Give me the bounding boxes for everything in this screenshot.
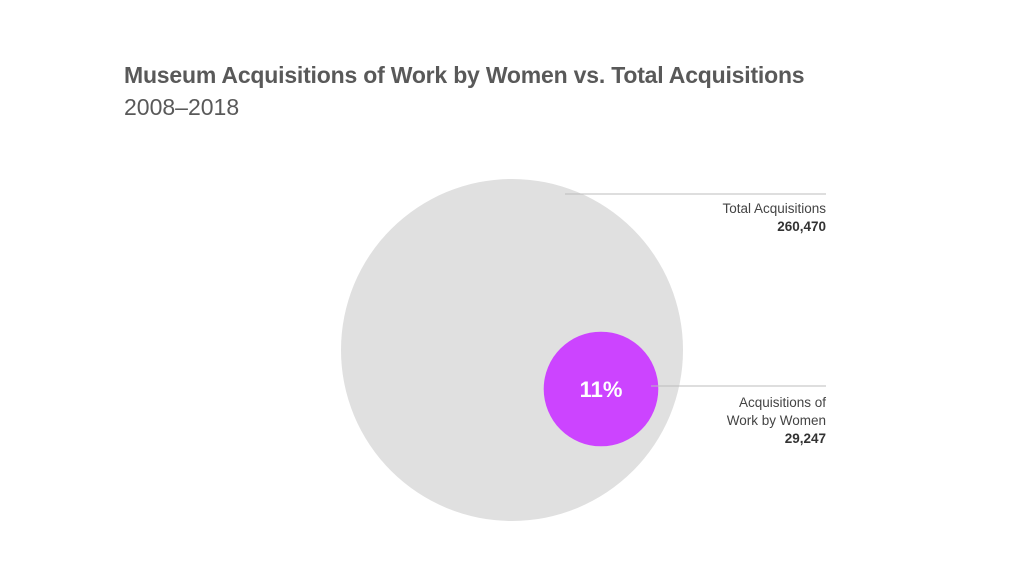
women-acquisitions-label: Acquisitions of Work by Women 29,247	[727, 394, 826, 448]
percent-label: 11%	[580, 377, 623, 402]
chart-title: Museum Acquisitions of Work by Women vs.…	[124, 62, 805, 88]
women-acquisitions-name-line-2: Work by Women	[726, 413, 826, 428]
total-acquisitions-value: 260,470	[777, 219, 826, 234]
women-acquisitions-value: 29,247	[784, 431, 826, 446]
total-acquisitions-name: Total Acquisitions	[722, 201, 826, 216]
women-acquisitions-name-line-1: Acquisitions of	[738, 395, 826, 410]
chart-subtitle: 2008–2018	[124, 94, 240, 120]
women-acquisitions-circle	[543, 331, 659, 447]
total-acquisitions-label: Total Acquisitions 260,470	[722, 200, 826, 236]
